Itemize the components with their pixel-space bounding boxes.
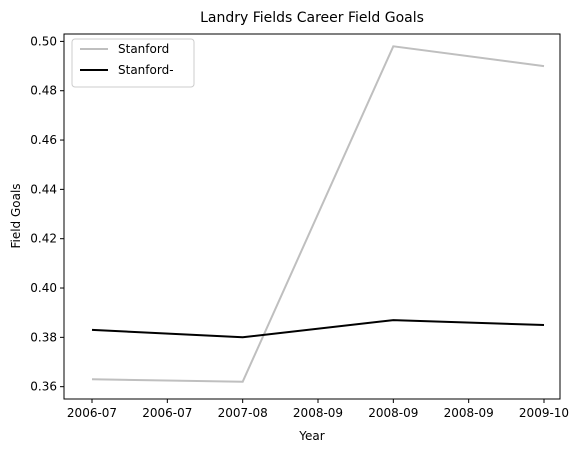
y-tick-label: 0.44 [30, 182, 57, 196]
x-tick-label: 2006-07 [67, 406, 117, 420]
x-axis-label: Year [298, 429, 324, 443]
legend-label: Stanford- [118, 63, 174, 77]
x-tick-label: 2009-10 [519, 406, 569, 420]
x-tick-label: 2007-08 [218, 406, 268, 420]
legend-box [71, 38, 195, 88]
series-line-1 [91, 319, 545, 339]
chart-title: Landry Fields Career Field Goals [200, 10, 424, 26]
x-axis: 2006-07 2006-07 2007-08 2008-09 2008-09 2008-… [67, 399, 569, 420]
x-tick-label: 2008-09 [368, 406, 418, 420]
series-line-0 [91, 45, 545, 383]
x-tick-label: 2008-09 [444, 406, 494, 420]
y-tick-label: 0.36 [30, 380, 57, 394]
y-axis-label: Field Goals [9, 183, 23, 248]
y-tick-label: 0.48 [30, 84, 57, 98]
y-tick-label: 0.40 [30, 281, 57, 295]
series-layer [91, 45, 545, 383]
legend-label: Stanford [118, 42, 169, 56]
x-tick-label: 2006-07 [142, 406, 192, 420]
plot-area [63, 33, 561, 400]
x-tick-label: 2008-09 [293, 406, 343, 420]
y-tick-label: 0.42 [30, 232, 57, 246]
legend: Stanford Stanford- [71, 38, 195, 88]
y-tick-label: 0.46 [30, 133, 57, 147]
y-axis: 0.36 0.38 0.40 0.42 0.44 0.46 0.48 0.50 [30, 34, 64, 394]
y-tick-label: 0.50 [30, 34, 57, 48]
y-tick-label: 0.38 [30, 330, 57, 344]
